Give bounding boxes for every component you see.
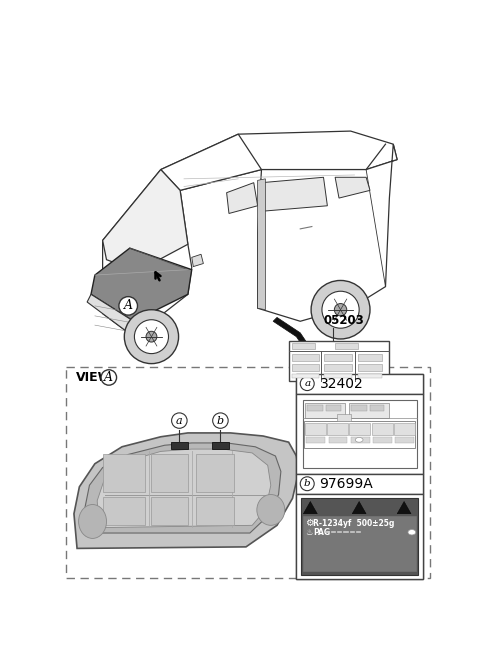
Bar bbox=[351, 405, 367, 411]
Polygon shape bbox=[335, 177, 370, 198]
Text: b: b bbox=[217, 416, 224, 426]
Text: PAG: PAG bbox=[313, 527, 331, 537]
Text: R-1234yf  500±25g: R-1234yf 500±25g bbox=[313, 518, 395, 527]
Bar bbox=[103, 454, 145, 492]
Polygon shape bbox=[161, 134, 262, 190]
Bar bbox=[337, 414, 351, 421]
Bar bbox=[292, 364, 319, 371]
Text: 32402: 32402 bbox=[320, 377, 363, 390]
Polygon shape bbox=[258, 144, 397, 321]
Bar bbox=[66, 367, 431, 578]
Polygon shape bbox=[303, 501, 317, 514]
Bar bbox=[349, 423, 371, 435]
Polygon shape bbox=[262, 177, 327, 211]
Bar bbox=[296, 474, 423, 494]
Bar bbox=[329, 437, 348, 443]
Bar bbox=[358, 374, 383, 379]
Circle shape bbox=[213, 413, 228, 428]
Bar bbox=[327, 423, 348, 435]
Polygon shape bbox=[85, 443, 281, 533]
Ellipse shape bbox=[408, 529, 416, 535]
Bar bbox=[151, 497, 188, 525]
Circle shape bbox=[311, 281, 370, 339]
Bar bbox=[305, 403, 345, 419]
Text: a: a bbox=[304, 379, 310, 388]
Bar bbox=[373, 437, 392, 443]
Bar bbox=[324, 364, 352, 371]
Ellipse shape bbox=[257, 495, 285, 525]
Polygon shape bbox=[97, 449, 271, 527]
Bar bbox=[196, 497, 234, 525]
Bar bbox=[292, 354, 319, 361]
Circle shape bbox=[119, 297, 137, 315]
Bar bbox=[196, 454, 234, 492]
Bar bbox=[151, 454, 188, 492]
Text: A: A bbox=[104, 371, 113, 384]
Polygon shape bbox=[103, 170, 192, 337]
Bar bbox=[335, 343, 359, 349]
Bar bbox=[396, 437, 414, 443]
Polygon shape bbox=[91, 248, 192, 321]
Circle shape bbox=[300, 377, 314, 390]
Text: ♨: ♨ bbox=[305, 527, 312, 537]
Bar bbox=[292, 343, 315, 349]
Bar bbox=[326, 405, 341, 411]
Ellipse shape bbox=[79, 504, 107, 539]
Bar bbox=[296, 374, 423, 579]
Circle shape bbox=[322, 291, 359, 328]
Bar bbox=[296, 374, 423, 394]
Polygon shape bbox=[192, 255, 204, 266]
Bar bbox=[305, 423, 326, 435]
Text: a: a bbox=[176, 416, 183, 426]
Text: A: A bbox=[124, 299, 132, 312]
Bar bbox=[288, 340, 389, 380]
Polygon shape bbox=[227, 182, 258, 213]
Bar bbox=[370, 405, 384, 411]
Bar bbox=[358, 364, 383, 371]
Circle shape bbox=[134, 319, 168, 354]
Polygon shape bbox=[103, 170, 188, 271]
Polygon shape bbox=[352, 501, 366, 514]
Circle shape bbox=[172, 413, 187, 428]
Polygon shape bbox=[273, 318, 308, 348]
Bar bbox=[296, 494, 423, 579]
Bar bbox=[358, 354, 383, 361]
Bar bbox=[349, 403, 389, 419]
Circle shape bbox=[335, 304, 347, 316]
Bar bbox=[372, 423, 393, 435]
Bar bbox=[302, 516, 417, 572]
Bar bbox=[302, 400, 417, 468]
Polygon shape bbox=[74, 433, 299, 548]
Bar bbox=[306, 437, 325, 443]
Text: ⚙: ⚙ bbox=[305, 518, 313, 528]
Circle shape bbox=[300, 477, 314, 491]
Bar bbox=[351, 437, 370, 443]
Bar bbox=[292, 374, 319, 379]
Bar bbox=[324, 374, 352, 379]
Bar bbox=[296, 394, 423, 474]
Bar bbox=[324, 354, 352, 361]
Circle shape bbox=[146, 331, 157, 342]
Bar bbox=[212, 442, 229, 449]
Polygon shape bbox=[397, 501, 411, 514]
Text: b: b bbox=[304, 480, 311, 488]
Polygon shape bbox=[161, 131, 397, 190]
Text: 97699A: 97699A bbox=[320, 477, 373, 491]
Circle shape bbox=[101, 370, 117, 385]
Bar bbox=[103, 497, 145, 525]
Polygon shape bbox=[87, 295, 133, 337]
Circle shape bbox=[124, 310, 179, 363]
Bar bbox=[307, 405, 323, 411]
Bar bbox=[171, 442, 188, 449]
Polygon shape bbox=[258, 179, 265, 310]
Bar bbox=[394, 423, 415, 435]
Bar bbox=[304, 421, 415, 447]
Text: 05203: 05203 bbox=[324, 314, 364, 327]
Text: VIEW: VIEW bbox=[75, 371, 112, 384]
Bar bbox=[301, 499, 418, 575]
Ellipse shape bbox=[355, 438, 363, 442]
